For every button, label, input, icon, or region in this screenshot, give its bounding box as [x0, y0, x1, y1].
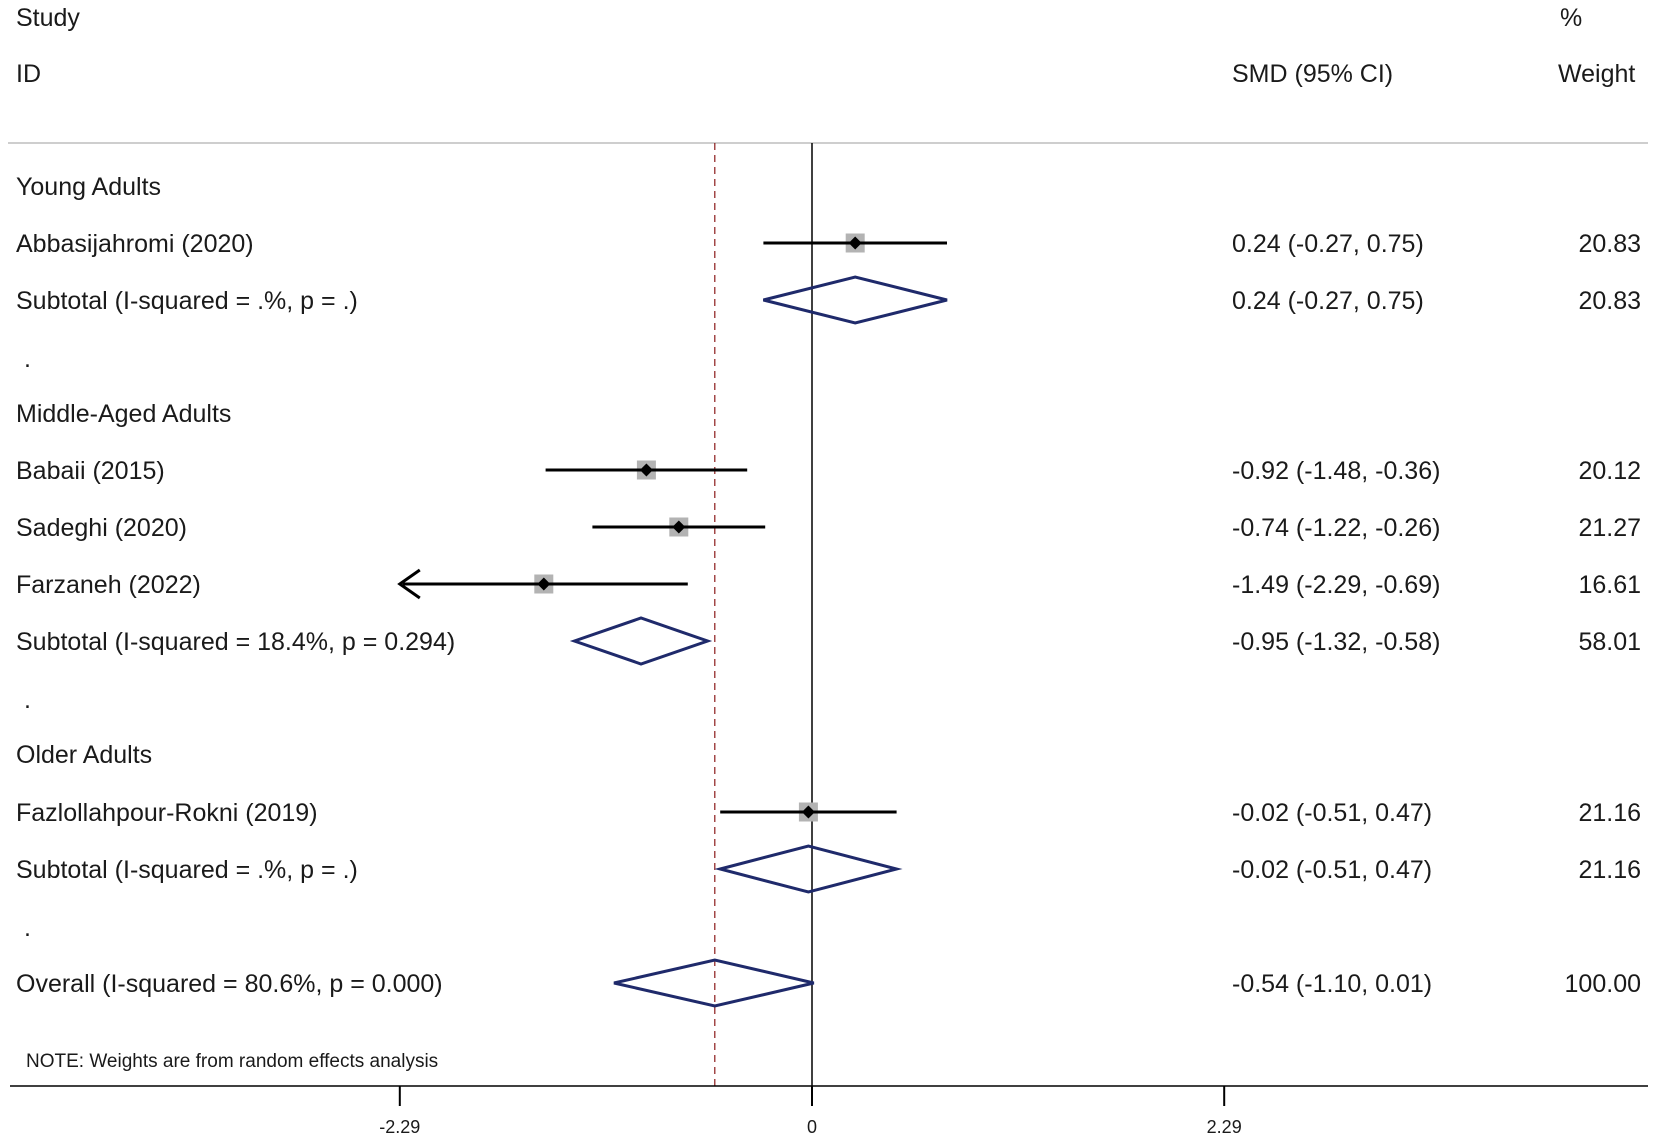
subtotal-diamond	[569, 616, 713, 666]
ci-text: -0.02 (-0.51, 0.47)	[1232, 799, 1432, 827]
row-group: Young Adults	[16, 173, 161, 201]
row-label: Subtotal (I-squared = 18.4%, p = 0.294)	[16, 628, 455, 656]
row-spacer: .	[24, 345, 31, 373]
row-label: Fazlollahpour-Rokni (2019)	[16, 799, 318, 827]
row-label: Subtotal (I-squared = .%, p = .)	[16, 856, 358, 884]
row-overall: Overall (I-squared = 80.6%, p = 0.000) -0…	[16, 958, 1641, 1008]
header-smd: SMD (95% CI)	[1232, 60, 1393, 88]
weight-text: 58.01	[1578, 628, 1641, 656]
weight-text: 20.83	[1578, 287, 1641, 315]
ci-arrow	[397, 568, 421, 600]
row-spacer: .	[24, 686, 31, 714]
row-group: Middle-Aged Adults	[16, 400, 231, 428]
row-subtotal: Subtotal (I-squared = .%, p = .) -0.02 (-…	[16, 844, 1641, 894]
tick-label: 0	[807, 1117, 817, 1137]
weight-text: 21.27	[1578, 514, 1641, 542]
header-percent: %	[1560, 4, 1582, 32]
x-ticks: -2.29 0 2.29	[379, 1086, 1242, 1137]
rows-layer: Young Adults Abbasijahromi (2020) 0.24 (-0…	[16, 173, 1641, 1008]
weight-text: 20.83	[1578, 230, 1641, 258]
weight-text: 21.16	[1578, 799, 1641, 827]
row-label: Abbasijahromi (2020)	[16, 230, 254, 258]
row-label: Babaii (2015)	[16, 457, 165, 485]
ci-text: 0.24 (-0.27, 0.75)	[1232, 230, 1424, 258]
ci-text: -0.92 (-1.48, -0.36)	[1232, 457, 1440, 485]
tick-label: -2.29	[379, 1117, 420, 1137]
spacer-dot: .	[24, 914, 31, 942]
row-subtotal: Subtotal (I-squared = 18.4%, p = 0.294) -…	[16, 616, 1641, 666]
row-study: Sadeghi (2020) -0.74 (-1.22, -0.26) 21.27	[16, 514, 1641, 542]
point-estimate	[848, 236, 862, 250]
tick-label: 2.29	[1207, 1117, 1242, 1137]
row-study: Fazlollahpour-Rokni (2019) -0.02 (-0.51, …	[16, 799, 1641, 827]
point-estimate	[537, 577, 551, 591]
weight-text: 20.12	[1578, 457, 1641, 485]
row-label: Sadeghi (2020)	[16, 514, 187, 542]
group-label: Young Adults	[16, 173, 161, 201]
spacer-dot: .	[24, 686, 31, 714]
overall-diamond	[613, 958, 815, 1008]
row-spacer: .	[24, 914, 31, 942]
row-label: Subtotal (I-squared = .%, p = .)	[16, 287, 358, 315]
row-label: Farzaneh (2022)	[16, 571, 201, 599]
ci-text: -0.54 (-1.10, 0.01)	[1232, 970, 1432, 998]
point-estimate	[801, 805, 815, 819]
row-study: Farzaneh (2022) -1.49 (-2.29, -0.69) 16.61	[16, 568, 1641, 600]
ci-text: -0.02 (-0.51, 0.47)	[1232, 856, 1432, 884]
ci-text: 0.24 (-0.27, 0.75)	[1232, 287, 1424, 315]
weight-text: 100.00	[1565, 970, 1641, 998]
group-label: Middle-Aged Adults	[16, 400, 231, 428]
weight-text: 21.16	[1578, 856, 1641, 884]
header-study: Study	[16, 4, 80, 32]
ci-text: -0.95 (-1.32, -0.58)	[1232, 628, 1440, 656]
row-group: Older Adults	[16, 741, 152, 769]
group-label: Older Adults	[16, 741, 152, 769]
point-estimate	[639, 463, 653, 477]
ci-text: -0.74 (-1.22, -0.26)	[1232, 514, 1440, 542]
row-study: Abbasijahromi (2020) 0.24 (-0.27, 0.75) 20…	[16, 230, 1641, 258]
row-study: Babaii (2015) -0.92 (-1.48, -0.36) 20.12	[16, 457, 1641, 485]
weight-text: 16.61	[1578, 571, 1641, 599]
subtotal-diamond	[763, 275, 948, 325]
row-label: Overall (I-squared = 80.6%, p = 0.000)	[16, 970, 443, 998]
note-text: NOTE: Weights are from random effects an…	[26, 1051, 438, 1072]
header-weight: Weight	[1558, 60, 1635, 88]
point-estimate	[672, 520, 686, 534]
row-subtotal: Subtotal (I-squared = .%, p = .) 0.24 (-0…	[16, 275, 1641, 325]
spacer-dot: .	[24, 345, 31, 373]
subtotal-diamond	[714, 844, 903, 894]
ci-text: -1.49 (-2.29, -0.69)	[1232, 571, 1440, 599]
header-id: ID	[16, 60, 41, 88]
